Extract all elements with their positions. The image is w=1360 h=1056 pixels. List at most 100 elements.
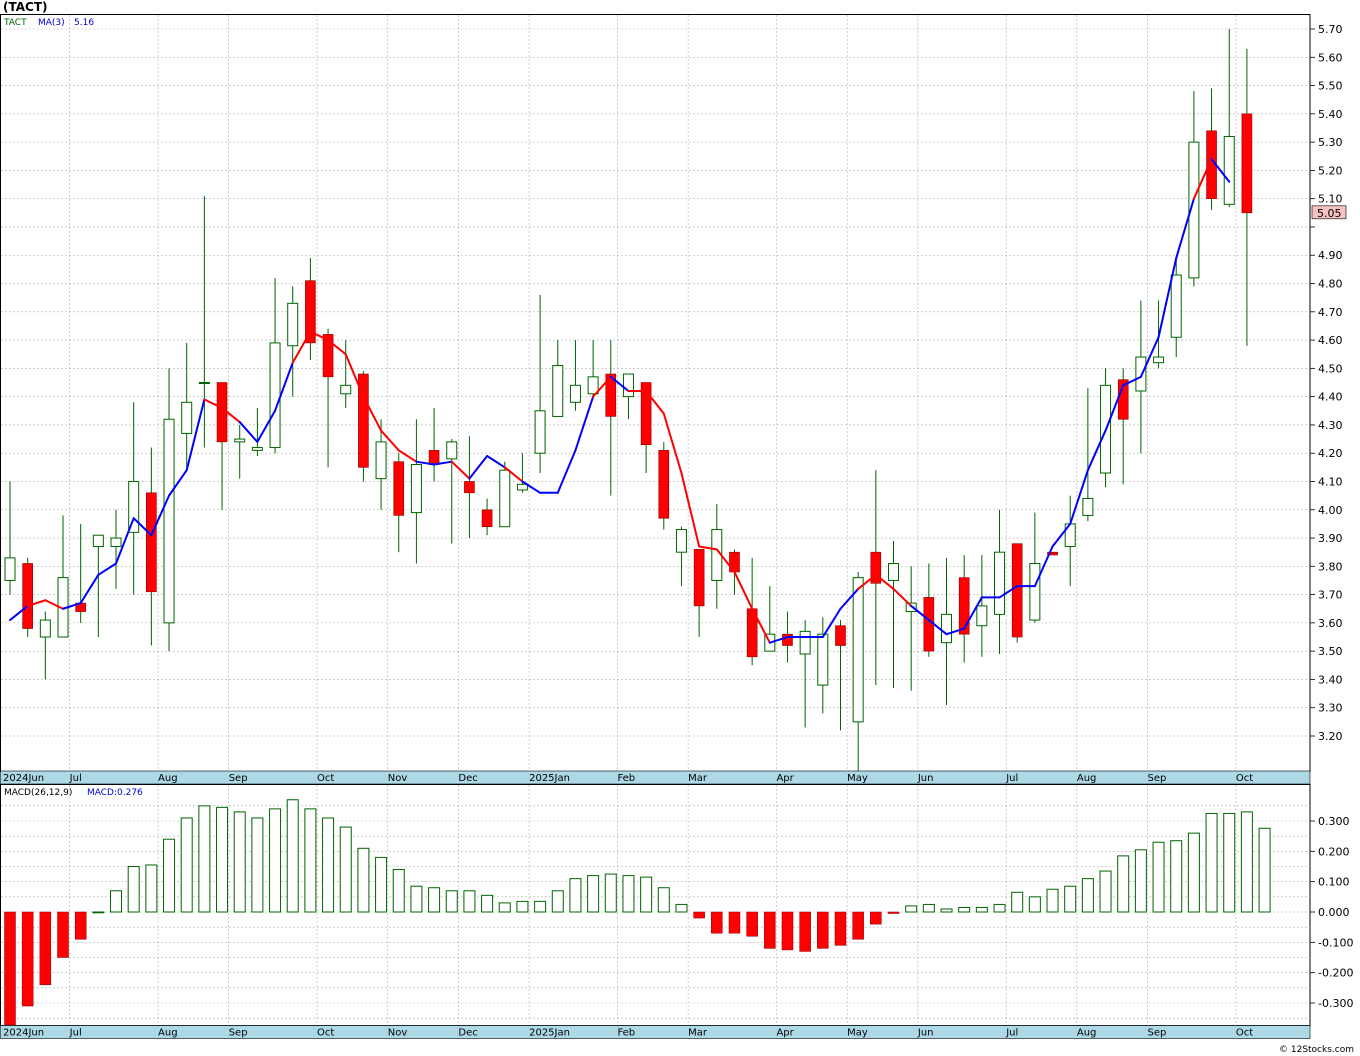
macd-y-tick-label: 0.200 [1318, 845, 1350, 858]
candle-body [410, 464, 422, 514]
macd-bar-positive [251, 817, 264, 913]
moving-average-line [9, 158, 1231, 644]
candle-up [181, 342, 193, 468]
macd-x-tick-label: Sep [229, 1028, 248, 1039]
ma-segment [609, 375, 630, 392]
macd-bar-positive [1258, 827, 1271, 913]
macd-legend-value: MACD:0.276 [87, 788, 143, 798]
price-x-tick-label: Nov [388, 773, 408, 784]
macd-bar-positive [127, 866, 140, 913]
ma-segment [26, 599, 47, 607]
macd-bar-positive [1240, 811, 1253, 913]
ma-segment [344, 353, 365, 398]
macd-bar-positive [233, 811, 246, 913]
ma-segment [97, 562, 118, 576]
ma-segment [203, 398, 224, 409]
candle-up [128, 402, 140, 595]
ma-segment [291, 330, 312, 364]
ma-segment [1139, 336, 1160, 378]
price-y-tick-label: 3.20 [1318, 730, 1343, 743]
price-y-tick-label: 4.60 [1318, 334, 1343, 347]
macd-bar-positive [145, 864, 158, 913]
price-y-axis: 3.20 3.30 3.40 3.50 3.60 3.70 3.80 3.90 4.00 4.10… [1310, 23, 1343, 743]
macd-bar-positive [975, 906, 988, 913]
candle-up [622, 373, 634, 420]
ma-segment [592, 375, 612, 398]
last-price-value: 5.05 [1317, 207, 1342, 220]
candle-up [39, 611, 51, 680]
price-x-tick-label: Mar [688, 773, 708, 784]
ma-segment [1051, 522, 1072, 548]
ma-segment [168, 469, 188, 497]
site-credit: © 12Stocks.com [1279, 1045, 1354, 1055]
candle-up [4, 481, 16, 595]
macd-bar-positive [1099, 870, 1112, 913]
macd-bar-negative [711, 911, 723, 934]
price-y-tick-label: 5.10 [1318, 193, 1343, 206]
macd-bar-negative [834, 911, 847, 946]
ma-segment [62, 602, 82, 610]
candle-up [1223, 29, 1235, 208]
candle-body [198, 382, 210, 384]
candle-up [994, 509, 1006, 654]
candle-up [234, 424, 246, 479]
ma-segment [486, 455, 506, 469]
candle-body [128, 480, 140, 533]
candle-body [587, 376, 599, 395]
price-y-tick-label: 5.60 [1318, 51, 1343, 64]
legend-symbol: TACT [3, 18, 27, 28]
macd-bar-positive [1081, 878, 1094, 913]
price-y-tick-label: 4.20 [1318, 447, 1343, 460]
macd-x-tick-label: Oct [317, 1028, 334, 1039]
ma-segment [1086, 429, 1107, 472]
candle-down [693, 549, 705, 638]
candle-up [251, 407, 263, 457]
candle-body [1135, 356, 1147, 392]
ma-segment [380, 429, 400, 452]
chart-title: (TACT) [3, 0, 48, 14]
candle-body [305, 280, 316, 344]
candle-up [110, 509, 122, 589]
macd-bar-positive [587, 875, 600, 913]
ma-segment [397, 449, 418, 463]
candle-up [534, 294, 546, 473]
price-y-tick-label: 5.20 [1318, 164, 1343, 177]
macd-bar-negative [870, 911, 882, 925]
last-price-tag: 5.05 [1311, 205, 1347, 220]
candle-body [1082, 497, 1094, 516]
ma-segment [256, 409, 277, 443]
macd-y-tick-label: 0.300 [1318, 815, 1350, 828]
macd-x-tick-label: Aug [1077, 1028, 1097, 1039]
macd-bar-positive [498, 902, 511, 913]
candle-body [1188, 141, 1200, 279]
price-x-axis: 2024Jun Jul Aug Sep Oct Nov Dec 2025Jan Feb Mar Ap… [3, 773, 1253, 784]
candle-body [958, 577, 970, 635]
candle-down [1011, 543, 1023, 643]
price-panel: 3.20 3.30 3.40 3.50 3.60 3.70 3.80 3.90 4.00 4.10… [0, 14, 1347, 785]
candle-up [569, 340, 581, 411]
macd-gridlines [1, 785, 1310, 1025]
macd-bar-negative [57, 911, 69, 958]
ma-segment [715, 548, 736, 573]
ma-segment [150, 494, 171, 537]
macd-x-tick-label: Jul [69, 1028, 82, 1039]
candle-body [322, 334, 334, 378]
candle-body [605, 373, 617, 417]
price-y-tick-label: 5.40 [1318, 108, 1343, 121]
candle-body [446, 441, 458, 460]
price-y-tick-label: 3.60 [1318, 617, 1343, 630]
ma-segment [1104, 384, 1125, 432]
ma-segment [1192, 158, 1213, 200]
candle-body [835, 625, 846, 646]
ma-segment [892, 587, 913, 607]
candle-down [958, 555, 970, 663]
macd-bar-positive [286, 799, 299, 913]
price-x-axis-band [0, 770, 1311, 785]
price-x-tick-label: Oct [1236, 773, 1253, 784]
macd-bar-positive [993, 903, 1006, 913]
candle-down [322, 328, 334, 468]
price-y-tick-label: 4.40 [1318, 391, 1343, 404]
macd-bar-positive [534, 900, 547, 913]
candle-down [1047, 551, 1058, 556]
macd-bar-negative [799, 911, 811, 952]
